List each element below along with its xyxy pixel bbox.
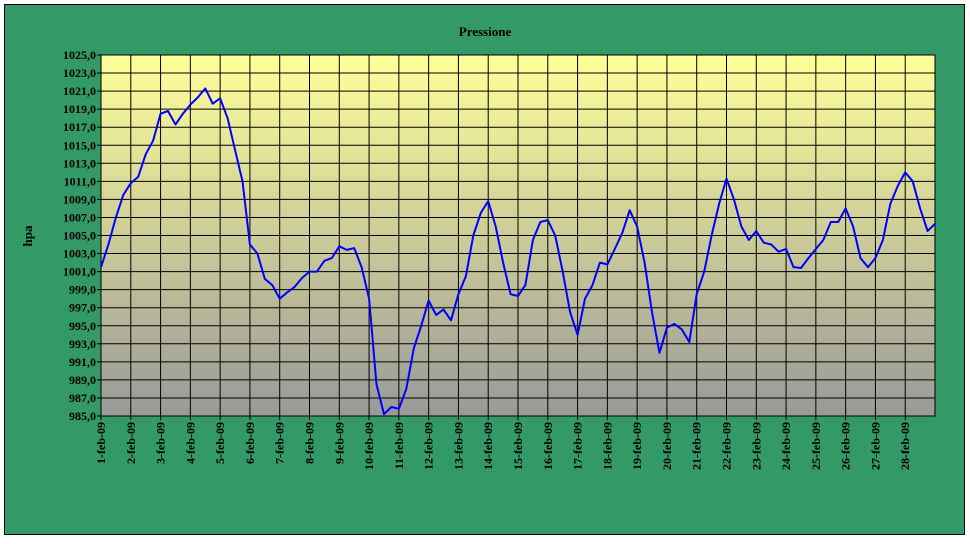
x-tick-label: 3-feb-09 [154,422,168,464]
x-tick-label: 16-feb-09 [541,422,555,470]
x-tick-label: 5-feb-09 [213,422,227,464]
y-tick-label: 995,0 [69,319,96,333]
plot-border [100,54,936,417]
line-series [100,87,936,416]
x-tick-label: 24-feb-09 [779,422,793,470]
y-tick-label: 1021,0 [63,84,96,98]
y-tick-label: 985,0 [69,409,96,423]
y-tick-label: 1009,0 [63,192,96,206]
x-tick-label: 23-feb-09 [749,422,763,470]
x-tick-label: 13-feb-09 [451,422,465,470]
x-tick-label: 25-feb-09 [809,422,823,470]
x-tick-label: 4-feb-09 [183,422,197,464]
x-tick-label: 2-feb-09 [124,422,138,464]
x-tick-label: 22-feb-09 [720,422,734,470]
x-tick-label: 7-feb-09 [273,422,287,464]
y-tick-label: 1007,0 [63,210,96,224]
y-tick-label: 1011,0 [64,174,96,188]
x-tick-label: 27-feb-09 [868,422,882,470]
x-tick-label: 28-feb-09 [898,422,912,470]
x-tick-label: 20-feb-09 [660,422,674,470]
y-tick-label: 1013,0 [63,156,96,170]
x-tick-label: 17-feb-09 [571,422,585,470]
y-tick-label: 999,0 [69,283,96,297]
x-tick-label: 12-feb-09 [422,422,436,470]
y-tick-label: 1025,0 [63,48,96,62]
x-tick-label: 9-feb-09 [332,422,346,464]
y-tick-label: 1019,0 [63,102,96,116]
y-tick-label: 1017,0 [63,120,96,134]
x-tick-label: 21-feb-09 [690,422,704,470]
x-tick-label: 14-feb-09 [481,422,495,470]
x-tick-label: 6-feb-09 [243,422,257,464]
y-tick-label: 1003,0 [63,247,96,261]
x-tick-label: 1-feb-09 [94,422,108,464]
chart-title: Pressione [459,24,512,39]
y-tick-label: 989,0 [69,373,96,387]
x-tick-label: 10-feb-09 [362,422,376,470]
y-tick-label: 997,0 [69,301,96,315]
y-tick-label: 1005,0 [63,229,96,243]
y-tick-label: 1015,0 [63,138,96,152]
y-tick-label: 993,0 [69,337,96,351]
x-tick-label: 11-feb-09 [392,422,406,469]
y-tick-label: 987,0 [69,391,96,405]
x-tick-label: 19-feb-09 [630,422,644,470]
y-tick-label: 1001,0 [63,265,96,279]
y-axis-label: hpa [20,225,35,246]
x-tick-label: 26-feb-09 [839,422,853,470]
y-tick-label: 1023,0 [63,66,96,80]
x-tick-label: 15-feb-09 [511,422,525,470]
x-tick-label: 8-feb-09 [303,422,317,464]
x-tick-label: 18-feb-09 [600,422,614,470]
y-tick-label: 991,0 [69,355,96,369]
